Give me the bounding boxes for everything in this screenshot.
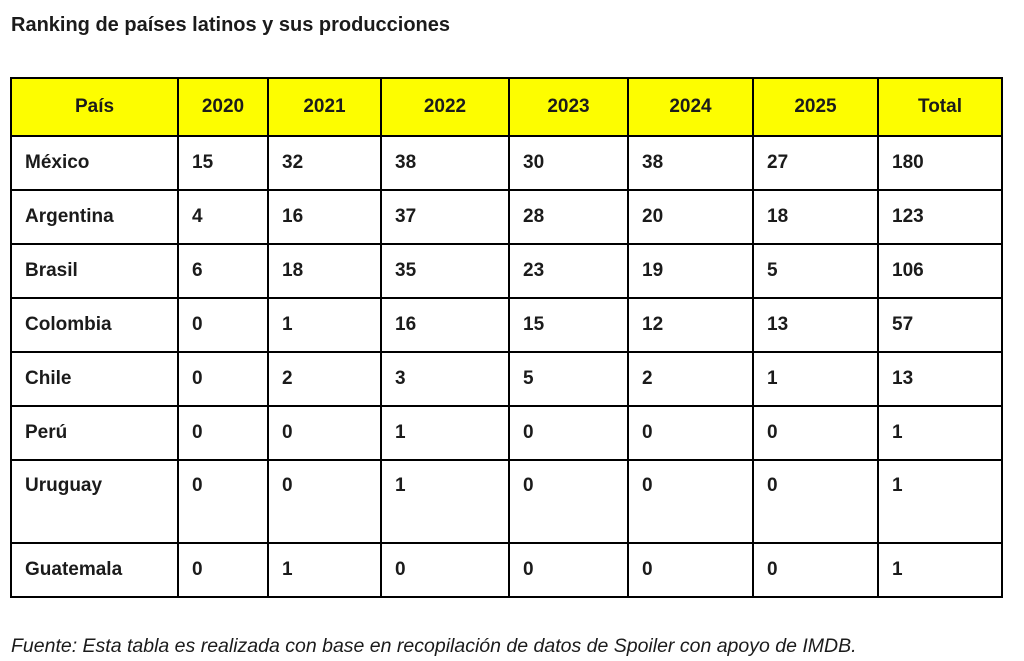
country-cell: Brasil <box>10 243 179 299</box>
value-cell: 12 <box>627 297 754 353</box>
value-cell: 32 <box>267 135 382 191</box>
value-cell: 0 <box>267 459 382 544</box>
total-cell: 57 <box>877 297 1003 353</box>
value-cell: 20 <box>627 189 754 245</box>
value-cell: 3 <box>380 351 510 407</box>
total-cell: 13 <box>877 351 1003 407</box>
country-cell: Perú <box>10 405 179 461</box>
country-cell: Uruguay <box>10 459 179 544</box>
table-row-brasil: Brasil 6 18 35 23 19 5 106 <box>10 243 1003 299</box>
table-row-guatemala: Guatemala 0 1 0 0 0 0 1 <box>10 542 1003 598</box>
col-header-total: Total <box>877 77 1003 137</box>
col-header-2020: 2020 <box>177 77 269 137</box>
col-header-2024: 2024 <box>627 77 754 137</box>
value-cell: 6 <box>177 243 269 299</box>
table-row-chile: Chile 0 2 3 5 2 1 13 <box>10 351 1003 407</box>
value-cell: 0 <box>267 405 382 461</box>
value-cell: 0 <box>177 297 269 353</box>
country-cell: Guatemala <box>10 542 179 598</box>
country-cell: Argentina <box>10 189 179 245</box>
value-cell: 18 <box>267 243 382 299</box>
value-cell: 5 <box>508 351 629 407</box>
value-cell: 16 <box>267 189 382 245</box>
page-title: Ranking de países latinos y sus producci… <box>11 14 451 36</box>
value-cell: 1 <box>380 459 510 544</box>
total-cell: 1 <box>877 459 1003 544</box>
value-cell: 37 <box>380 189 510 245</box>
total-cell: 123 <box>877 189 1003 245</box>
col-header-2023: 2023 <box>508 77 629 137</box>
col-header-2022: 2022 <box>380 77 510 137</box>
source-note: Fuente: Esta tabla es realizada con base… <box>11 635 857 657</box>
value-cell: 30 <box>508 135 629 191</box>
value-cell: 0 <box>508 459 629 544</box>
value-cell: 13 <box>752 297 879 353</box>
value-cell: 0 <box>752 405 879 461</box>
table-row-peru: Perú 0 0 1 0 0 0 1 <box>10 405 1003 461</box>
table-row-colombia: Colombia 0 1 16 15 12 13 57 <box>10 297 1003 353</box>
value-cell: 15 <box>177 135 269 191</box>
total-cell: 106 <box>877 243 1003 299</box>
col-header-2021: 2021 <box>267 77 382 137</box>
value-cell: 1 <box>752 351 879 407</box>
value-cell: 35 <box>380 243 510 299</box>
value-cell: 0 <box>177 542 269 598</box>
value-cell: 0 <box>177 459 269 544</box>
country-cell: Chile <box>10 351 179 407</box>
col-header-2025: 2025 <box>752 77 879 137</box>
value-cell: 4 <box>177 189 269 245</box>
country-cell: Colombia <box>10 297 179 353</box>
value-cell: 2 <box>267 351 382 407</box>
value-cell: 15 <box>508 297 629 353</box>
value-cell: 28 <box>508 189 629 245</box>
value-cell: 23 <box>508 243 629 299</box>
value-cell: 0 <box>177 405 269 461</box>
table-row-mexico: México 15 32 38 30 38 27 180 <box>10 135 1003 191</box>
header-row: País 2020 2021 2022 2023 2024 2025 Total <box>10 77 1003 137</box>
table-row-argentina: Argentina 4 16 37 28 20 18 123 <box>10 189 1003 245</box>
value-cell: 38 <box>380 135 510 191</box>
value-cell: 38 <box>627 135 754 191</box>
productions-ranking-table: País 2020 2021 2022 2023 2024 2025 Total… <box>10 77 1003 598</box>
value-cell: 0 <box>508 542 629 598</box>
value-cell: 27 <box>752 135 879 191</box>
value-cell: 5 <box>752 243 879 299</box>
value-cell: 0 <box>752 459 879 544</box>
value-cell: 18 <box>752 189 879 245</box>
value-cell: 1 <box>267 542 382 598</box>
value-cell: 2 <box>627 351 754 407</box>
country-cell: México <box>10 135 179 191</box>
table-row-uruguay: Uruguay 0 0 1 0 0 0 1 <box>10 459 1003 544</box>
value-cell: 0 <box>177 351 269 407</box>
value-cell: 0 <box>627 542 754 598</box>
value-cell: 1 <box>380 405 510 461</box>
value-cell: 0 <box>627 405 754 461</box>
value-cell: 0 <box>508 405 629 461</box>
total-cell: 1 <box>877 405 1003 461</box>
value-cell: 19 <box>627 243 754 299</box>
value-cell: 1 <box>267 297 382 353</box>
total-cell: 180 <box>877 135 1003 191</box>
value-cell: 0 <box>627 459 754 544</box>
col-header-pais: País <box>10 77 179 137</box>
value-cell: 16 <box>380 297 510 353</box>
total-cell: 1 <box>877 542 1003 598</box>
value-cell: 0 <box>380 542 510 598</box>
value-cell: 0 <box>752 542 879 598</box>
